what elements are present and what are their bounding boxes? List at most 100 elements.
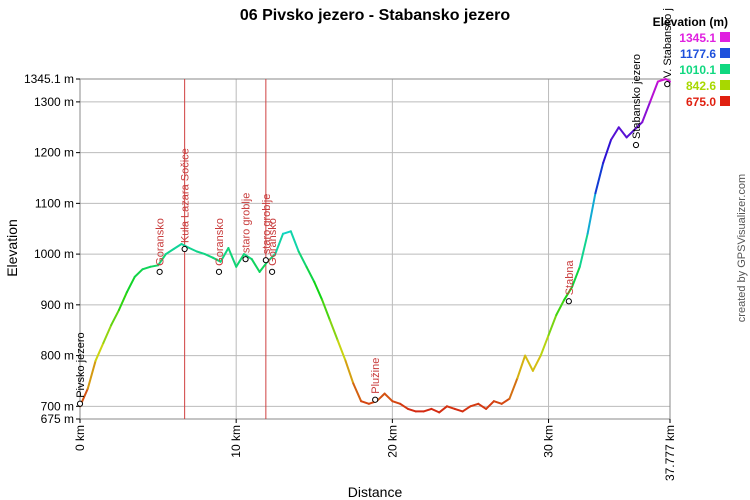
profile-segment — [664, 78, 671, 83]
profile-segment — [328, 319, 339, 342]
legend-entry-label: 842.6 — [686, 79, 716, 93]
profile-segment — [563, 286, 573, 301]
profile-segment — [625, 128, 636, 139]
profile-segment — [531, 354, 542, 372]
waypoint-label: Plužine — [370, 358, 382, 394]
profile-segment — [157, 253, 167, 267]
profile-segment — [110, 308, 120, 327]
legend-entry-label: 675.0 — [686, 95, 716, 109]
profile-segment — [321, 298, 331, 322]
y-tick-label: 900 m — [41, 298, 74, 312]
profile-segment — [188, 247, 199, 253]
profile-segment — [227, 247, 238, 268]
profile-segment — [250, 258, 261, 273]
legend-swatch — [720, 32, 730, 42]
profile-segment — [586, 192, 597, 235]
profile-segment — [360, 400, 370, 405]
profile-segment — [336, 339, 347, 362]
y-tick-label: 1345.1 m — [24, 72, 74, 86]
profile-segment — [477, 402, 488, 410]
y-tick-label: 1300 m — [34, 95, 74, 109]
x-tick-label: 30 km — [542, 425, 556, 458]
profile-segment — [524, 354, 534, 372]
waypoint-label: V. Stabansko j — [662, 8, 674, 78]
waypoint-marker — [242, 256, 249, 263]
elevation-legend: Elevation (m) 1345.1 1177.6 1010.1 842.6 675… — [653, 15, 730, 109]
profile-segment — [438, 405, 448, 414]
legend-entry-label: 1010.1 — [679, 63, 716, 77]
profile-segment — [243, 253, 253, 261]
x-tick-label: 20 km — [385, 425, 399, 458]
profile-segment — [102, 324, 113, 344]
profile-segment — [94, 341, 105, 362]
waypoint-label: Kula Lazara Sočice — [180, 148, 192, 243]
waypoint-label: Goransko — [267, 218, 279, 266]
waypoint-label: Stabna — [564, 260, 576, 296]
profile-segment — [500, 397, 511, 405]
profile-segment — [86, 359, 97, 390]
waypoint-label: Stabansko jezero — [631, 54, 643, 139]
profile-segment — [297, 250, 308, 268]
profile-segment — [289, 230, 300, 253]
waypoint-marker — [632, 141, 640, 149]
waypoint-markers: Pivsko jezero Goransko Kula Lazara Sočice G… — [75, 8, 674, 407]
x-axis-tick-labels: 0 km 10 km 20 km 30 km 37.777 km — [73, 419, 677, 481]
profile-segment — [594, 161, 605, 195]
waypoint-marker — [76, 400, 84, 407]
legend-title: Elevation (m) — [653, 15, 728, 29]
credit-text: created by GPSVisualizer.com — [736, 174, 748, 322]
profile-segment — [196, 250, 206, 256]
legend-entry-label: 1177.6 — [680, 47, 716, 61]
waypoint-marker — [156, 268, 163, 275]
profile-segment — [485, 400, 495, 410]
profile-segment — [383, 392, 394, 403]
profile-segment — [274, 232, 284, 256]
profile-segment — [547, 314, 558, 337]
x-tick-label: 10 km — [229, 425, 243, 458]
chart-title: 06 Pivsko jezero - Stabansko jezero — [240, 7, 511, 24]
legend-swatch — [720, 80, 730, 90]
waypoint-marker — [269, 268, 276, 275]
profile-segment — [149, 264, 160, 268]
profile-segment — [571, 265, 581, 289]
waypoint-marker — [215, 268, 223, 275]
profile-segment — [610, 126, 620, 141]
profile-segment — [235, 253, 245, 268]
profile-segment — [407, 407, 417, 413]
profile-segment — [641, 100, 652, 124]
elevation-profile-line — [79, 78, 671, 414]
profile-segment — [313, 281, 324, 301]
y-tick-label: 1200 m — [34, 146, 74, 160]
waypoint-marker — [664, 81, 671, 88]
waypoint-label: staro groblje — [241, 193, 253, 254]
x-tick-label: 37.777 km — [663, 425, 677, 481]
y-tick-label: 675 m — [41, 412, 74, 426]
x-axis-title: Distance — [348, 484, 403, 500]
profile-segment — [602, 138, 612, 164]
y-tick-label: 800 m — [41, 349, 74, 363]
plot-area-frame — [79, 78, 671, 420]
profile-segment — [446, 405, 456, 410]
y-tick-label: 1000 m — [34, 247, 74, 261]
y-tick-label: 1100 m — [35, 196, 74, 210]
profile-segment — [180, 243, 191, 249]
legend-entry-label: 1345.1 — [679, 31, 716, 45]
profile-segment — [516, 354, 527, 380]
waypoint-marker — [372, 396, 379, 403]
profile-segment — [617, 126, 628, 139]
waypoint-label: Goransko — [155, 218, 167, 266]
profile-segment — [172, 243, 183, 250]
profile-segment — [430, 407, 441, 414]
waypoint-marker — [181, 245, 188, 253]
profile-segment — [282, 230, 292, 235]
profile-segment — [399, 402, 409, 410]
waypoint-marker — [565, 298, 572, 305]
profile-segment — [125, 275, 136, 294]
profile-segment — [164, 248, 175, 256]
legend-swatch — [720, 96, 730, 106]
profile-segment — [508, 377, 519, 400]
waypoint-marker — [262, 257, 269, 264]
profile-segment — [118, 291, 128, 311]
